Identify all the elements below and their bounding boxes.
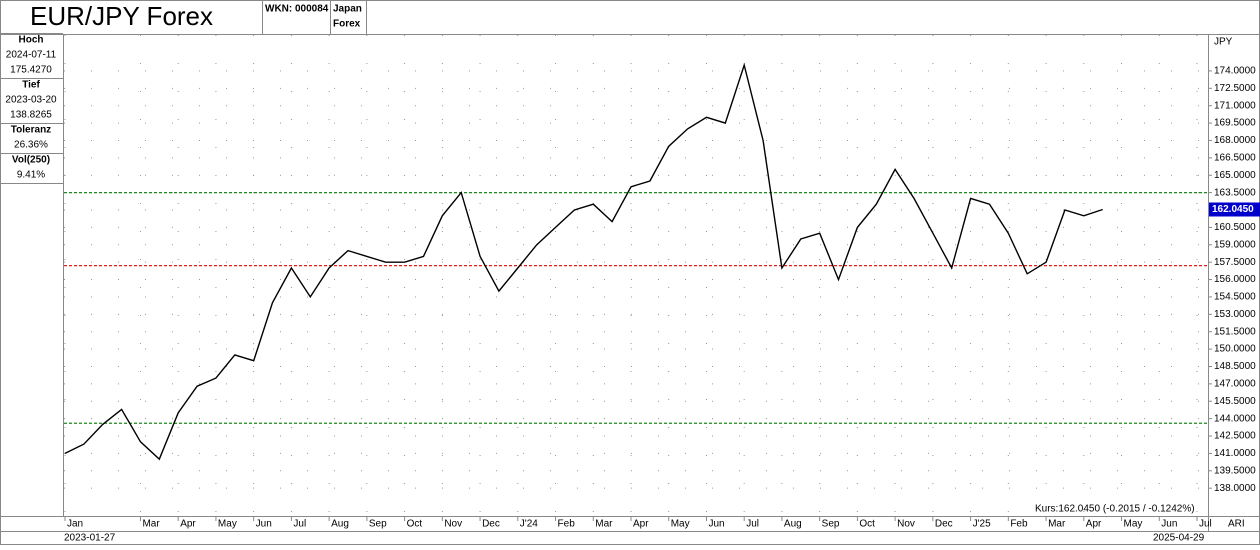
x-tick-label: Dec xyxy=(482,519,500,530)
stat-value: 2023-03-20 xyxy=(5,95,57,106)
y-tick-label: 157.5000 xyxy=(1214,257,1256,268)
x-tick-label: Aug xyxy=(784,519,802,530)
start-date: 2023-01-27 xyxy=(64,533,116,544)
x-tick-label: J'24 xyxy=(520,519,538,530)
x-tick-label: May xyxy=(671,519,690,530)
x-tick-label: J'25 xyxy=(973,519,991,530)
y-tick-label: 174.0000 xyxy=(1214,66,1256,77)
y-tick-label: 159.0000 xyxy=(1214,239,1256,250)
y-tick-label: 139.5000 xyxy=(1214,465,1256,476)
stat-label: Tief xyxy=(22,80,40,91)
x-tick-label: Apr xyxy=(633,519,649,530)
y-tick-label: 166.5000 xyxy=(1214,152,1256,163)
y-tick-label: 147.0000 xyxy=(1214,379,1256,390)
x-tick-label: Apr xyxy=(1086,519,1102,530)
market: Forex xyxy=(333,19,361,30)
stat-value: 9.41% xyxy=(17,170,45,181)
x-tick-label: Jul xyxy=(746,519,759,530)
x-tick-label: Jul xyxy=(293,519,306,530)
y-tick-label: 150.0000 xyxy=(1214,344,1256,355)
stat-label: Vol(250) xyxy=(12,155,50,166)
y-tick-label: 154.5000 xyxy=(1214,292,1256,303)
y-tick-label: 141.0000 xyxy=(1214,448,1256,459)
stat-value: 26.36% xyxy=(14,140,48,151)
stat-value: 2024-07-11 xyxy=(6,50,57,61)
x-tick-label: Aug xyxy=(331,519,349,530)
quote: Kurs:162.0450 (-0.2015 / -0.1242%) xyxy=(1035,504,1195,515)
x-tick-label: Mar xyxy=(595,519,613,530)
x-tick-label: Jun xyxy=(708,519,724,530)
x-tick-label: Mar xyxy=(1048,519,1066,530)
x-tick-label: Feb xyxy=(1010,519,1028,530)
y-tick-label: 142.5000 xyxy=(1214,431,1256,442)
stat-value: 175.4270 xyxy=(10,65,52,76)
y-tick-label: 165.0000 xyxy=(1214,170,1256,181)
stat-label: Toleranz xyxy=(11,125,51,136)
stat-label: Hoch xyxy=(19,35,44,46)
x-tick-label: Mar xyxy=(142,519,160,530)
x-tick-label: May xyxy=(1124,519,1143,530)
y-tick-label: 148.5000 xyxy=(1214,361,1256,372)
x-tick-label: Jul xyxy=(1199,519,1212,530)
x-tick-label: Sep xyxy=(369,519,387,530)
y-tick-label: 144.0000 xyxy=(1214,413,1256,424)
y-tick-label: 153.0000 xyxy=(1214,309,1256,320)
y-tick-label: 172.5000 xyxy=(1214,83,1256,94)
x-tick-label: Oct xyxy=(407,519,423,530)
y-tick-label: 169.5000 xyxy=(1214,118,1256,129)
x-tick-label: Nov xyxy=(897,519,915,530)
x-tick-label: Jun xyxy=(256,519,272,530)
y-tick-label: 160.5000 xyxy=(1214,222,1256,233)
y-tick-label: 151.5000 xyxy=(1214,326,1256,337)
region: Japan xyxy=(333,4,362,15)
x-tick-label: Oct xyxy=(859,519,875,530)
wkn: WKN: 000084 xyxy=(265,4,329,15)
corner-label: ARI xyxy=(1228,519,1245,530)
y-tick-label: 145.5000 xyxy=(1214,396,1256,407)
y-unit: JPY xyxy=(1214,37,1233,48)
x-tick-label: Jan xyxy=(67,519,83,530)
end-date: 2025-04-29 xyxy=(1153,533,1205,544)
x-tick-label: Sep xyxy=(822,519,840,530)
stat-value: 138.8265 xyxy=(10,110,52,121)
x-tick-label: Nov xyxy=(444,519,462,530)
x-tick-label: May xyxy=(218,519,237,530)
y-tick-label: 171.0000 xyxy=(1214,100,1256,111)
last-price-box xyxy=(1209,202,1260,217)
y-tick-label: 163.5000 xyxy=(1214,187,1256,198)
y-tick-label: 138.0000 xyxy=(1214,483,1256,494)
x-tick-label: Dec xyxy=(935,519,953,530)
y-tick-label: 168.0000 xyxy=(1214,135,1256,146)
x-tick-label: Apr xyxy=(180,519,196,530)
y-tick-label: 156.0000 xyxy=(1214,274,1256,285)
x-tick-label: Feb xyxy=(558,519,576,530)
last-price-label: 162.0450 xyxy=(1212,204,1254,215)
price-line xyxy=(64,62,1103,461)
title: EUR/JPY Forex xyxy=(30,1,213,31)
x-tick-label: Jun xyxy=(1161,519,1177,530)
